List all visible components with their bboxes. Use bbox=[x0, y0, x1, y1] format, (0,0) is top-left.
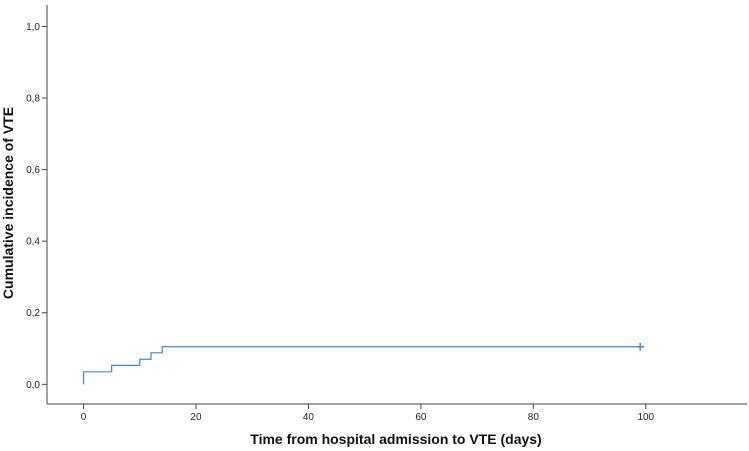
y-tick-label: 0,4 bbox=[26, 237, 40, 248]
x-ticks: 0 20 40 60 80 100 bbox=[81, 404, 655, 423]
x-tick-label: 0 bbox=[81, 412, 87, 423]
y-tick-label: 0,6 bbox=[26, 165, 40, 176]
y-axis-title: Cumulative incidence of VTE bbox=[0, 107, 16, 299]
x-tick-label: 100 bbox=[637, 412, 654, 423]
x-tick-label: 40 bbox=[303, 412, 315, 423]
y-tick-label: 1,0 bbox=[26, 22, 40, 33]
censor-layer bbox=[636, 342, 645, 351]
y-ticks: 0,0 0,2 0,4 0,6 0,8 1,0 bbox=[26, 22, 47, 391]
series-layer bbox=[82, 346, 641, 385]
axes bbox=[46, 5, 747, 405]
x-tick-label: 20 bbox=[190, 412, 202, 423]
y-tick-label: 0,0 bbox=[26, 380, 40, 391]
censor-marker bbox=[636, 342, 645, 351]
x-tick-label: 60 bbox=[415, 412, 427, 423]
y-tick-label: 0,8 bbox=[26, 94, 40, 105]
x-tick-label: 80 bbox=[528, 412, 540, 423]
y-tick-label: 0,2 bbox=[26, 308, 40, 319]
x-axis-title: Time from hospital admission to VTE (day… bbox=[250, 431, 541, 447]
cumulative-incidence-line bbox=[82, 346, 641, 385]
